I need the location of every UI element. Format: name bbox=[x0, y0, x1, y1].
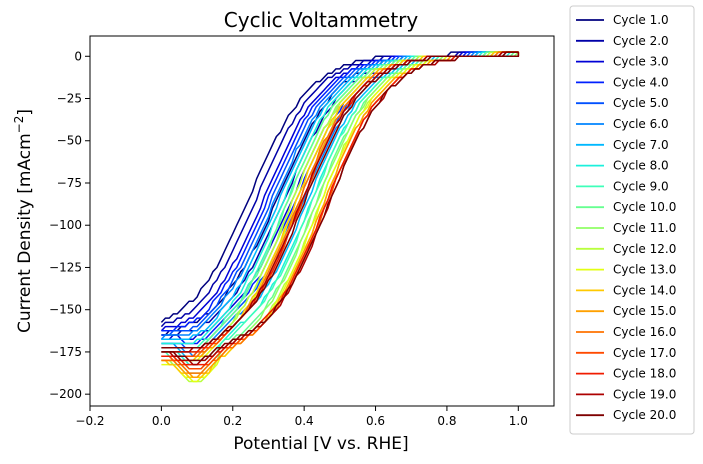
legend-item-label: Cycle 13.0 bbox=[613, 263, 676, 277]
y-axis-label-unit-exponent: −2 bbox=[12, 116, 26, 134]
chart-title: Cyclic Voltammetry bbox=[224, 8, 419, 32]
y-tick-label: −200 bbox=[49, 387, 82, 401]
x-axis-label: Potential [V vs. RHE] bbox=[233, 434, 408, 454]
x-tick-label: 0.0 bbox=[152, 414, 171, 428]
x-tick-label: 0.2 bbox=[223, 414, 242, 428]
legend: Cycle 1.0 Cycle 2.0 Cycle 3.0 Cycle 4.0 Cycl… bbox=[569, 5, 695, 435]
legend-item-label: Cycle 4.0 bbox=[613, 75, 669, 89]
series-line-cycle-20 bbox=[161, 51, 520, 362]
series-layer bbox=[160, 51, 520, 383]
y-tick-label: −125 bbox=[49, 260, 82, 274]
legend-item-label: Cycle 11.0 bbox=[613, 221, 676, 235]
y-tick-label: −50 bbox=[57, 134, 82, 148]
legend-item-label: Cycle 2.0 bbox=[613, 34, 669, 48]
x-tick-label: 1.0 bbox=[509, 414, 528, 428]
plot-frame bbox=[89, 35, 555, 407]
y-tick-label: −100 bbox=[49, 218, 82, 232]
legend-item-label: Cycle 5.0 bbox=[613, 96, 669, 110]
legend-item-label: Cycle 12.0 bbox=[613, 242, 676, 256]
legend-item-label: Cycle 10.0 bbox=[613, 200, 676, 214]
series-line-cycle-5 bbox=[161, 51, 520, 349]
legend-item-label: Cycle 8.0 bbox=[613, 159, 669, 173]
legend-item-label: Cycle 1.0 bbox=[613, 13, 669, 27]
legend-item-label: Cycle 14.0 bbox=[613, 283, 676, 297]
legend-item-label: Cycle 16.0 bbox=[613, 325, 676, 339]
y-tick-label: 0 bbox=[74, 49, 82, 63]
y-tick-label: −150 bbox=[49, 303, 82, 317]
legend-frame bbox=[569, 5, 695, 435]
x-tick-label: 0.8 bbox=[437, 414, 456, 428]
x-tick-label: 0.4 bbox=[295, 414, 314, 428]
legend-item-label: Cycle 6.0 bbox=[613, 117, 669, 131]
y-tick-label: −75 bbox=[57, 176, 82, 190]
y-tick-label: −175 bbox=[49, 345, 82, 359]
x-tick-label: −0.2 bbox=[75, 414, 104, 428]
legend-item-label: Cycle 9.0 bbox=[613, 179, 669, 193]
y-axis-label: Current Density [mAcm−2] bbox=[12, 109, 35, 333]
legend-item-label: Cycle 20.0 bbox=[613, 408, 676, 422]
legend-item-label: Cycle 18.0 bbox=[613, 367, 676, 381]
legend-item-label: Cycle 15.0 bbox=[613, 304, 676, 318]
legend-item-label: Cycle 7.0 bbox=[613, 138, 669, 152]
legend-item-label: Cycle 17.0 bbox=[613, 346, 676, 360]
legend-item-label: Cycle 3.0 bbox=[613, 55, 669, 69]
y-axis-label-close: ] bbox=[15, 109, 35, 116]
legend-item-label: Cycle 19.0 bbox=[613, 387, 676, 401]
y-axis-label-main: Current Density [mAcm bbox=[15, 133, 35, 333]
x-tick-label: 0.6 bbox=[366, 414, 385, 428]
series-line-cycle-4 bbox=[161, 51, 520, 345]
y-tick-label: −25 bbox=[57, 92, 82, 106]
x-axis: −0.2 0.0 0.2 0.4 0.6 0.8 1.0 bbox=[75, 406, 528, 428]
y-axis: 0 −25 −50 −75 −100 −125 −150 −175 −200 bbox=[49, 49, 90, 401]
